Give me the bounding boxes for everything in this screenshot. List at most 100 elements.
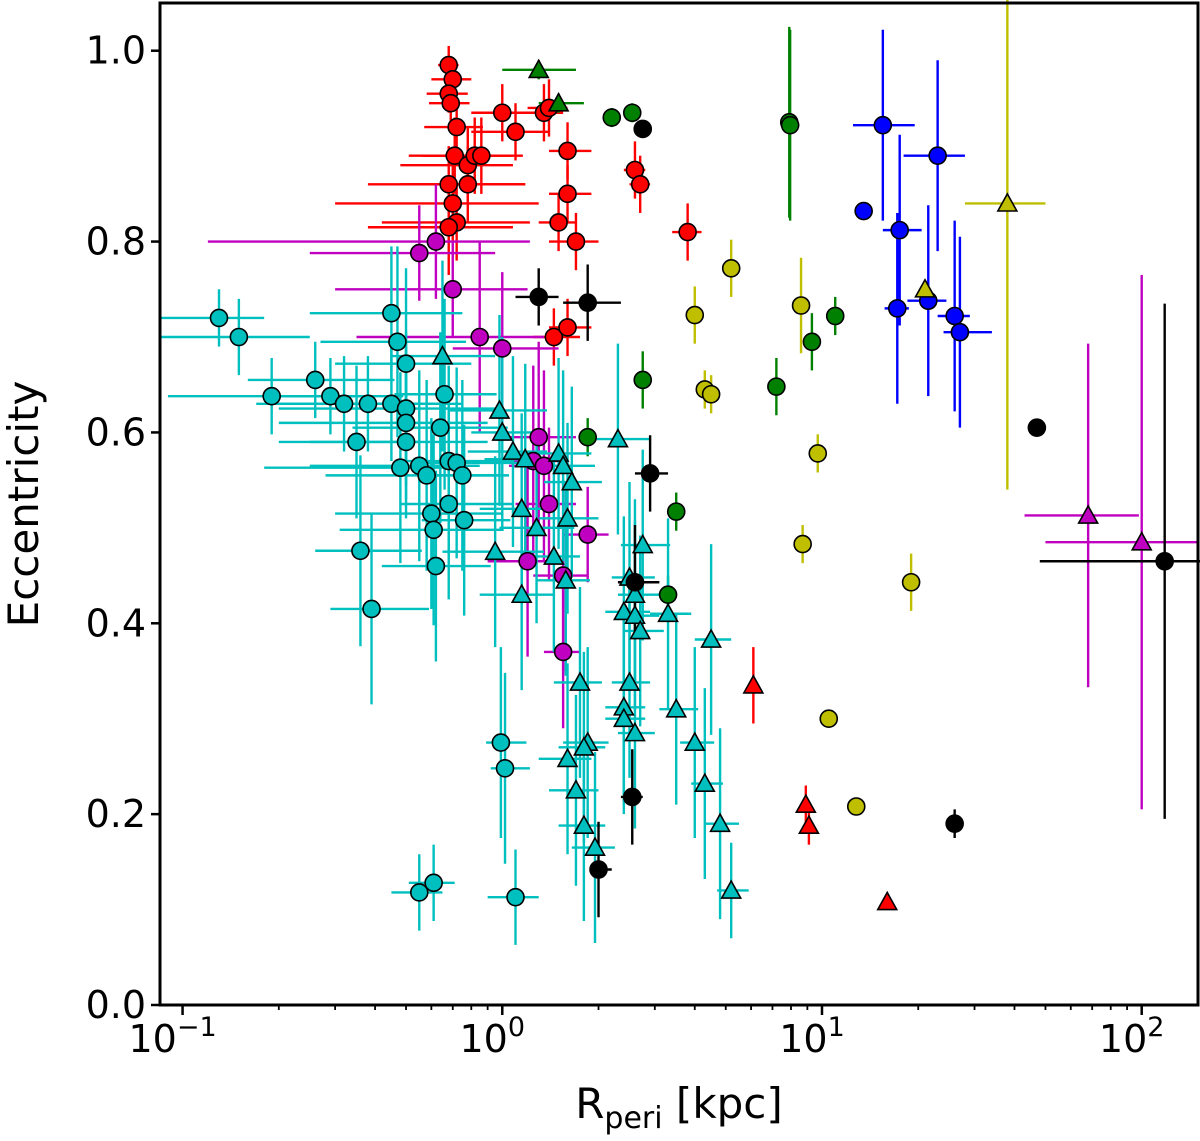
data-point-circle	[791, 296, 811, 315]
data-point-triangle	[584, 836, 606, 856]
data-point-triangle	[510, 497, 533, 518]
data-point-triangle	[510, 583, 533, 604]
data-point-circle	[558, 318, 577, 337]
data-point-circle	[439, 217, 459, 237]
data-point-triangle	[1077, 504, 1100, 524]
data-point-circle	[431, 418, 450, 437]
y-tick-label: 0.8	[86, 220, 146, 264]
x-tick-label: 101	[779, 1012, 845, 1061]
data-point-circle	[529, 287, 549, 307]
data-point-circle	[553, 642, 573, 662]
data-point-circle	[566, 232, 586, 251]
data-point-triangle	[914, 278, 936, 298]
data-point-triangle	[573, 736, 595, 756]
data-point-circle	[396, 413, 416, 433]
data-point-triangle	[996, 192, 1019, 212]
data-point-circle	[793, 534, 812, 554]
data-point-circle	[854, 201, 873, 221]
data-point-circle	[382, 303, 401, 323]
x-tick-label: 10−1	[128, 1012, 216, 1061]
data-point-circle	[1155, 551, 1174, 571]
data-point-triangle	[665, 698, 688, 718]
data-point-circle	[633, 119, 653, 139]
x-tick-label: 102	[1099, 1012, 1165, 1061]
data-point-circle	[529, 427, 549, 447]
data-point-circle	[443, 194, 463, 213]
data-point-circle	[454, 510, 474, 530]
data-point-circle	[305, 370, 325, 390]
x-axis-label: Rperi [kpc]	[575, 1079, 783, 1136]
data-point-circle	[887, 299, 907, 318]
data-point-circle	[417, 466, 436, 485]
data-point-triangle	[618, 671, 641, 691]
data-point-triangle	[631, 533, 654, 554]
data-point-triangle	[543, 545, 565, 565]
data-point-circle	[388, 332, 407, 352]
data-point-circle	[802, 332, 822, 352]
data-point-triangle	[547, 92, 570, 112]
data-point-circle	[622, 787, 642, 807]
data-point-triangle	[554, 569, 577, 589]
data-point-triangle	[876, 890, 899, 911]
data-point-circle	[780, 115, 800, 135]
data-point-circle	[945, 306, 964, 326]
y-tick-label: 0.0	[86, 983, 146, 1027]
data-point-circle	[945, 814, 964, 833]
y-axis-label: Eccentricity	[0, 381, 48, 628]
data-point-circle	[622, 103, 642, 123]
data-point-circle	[518, 551, 537, 571]
data-point-circle	[441, 93, 461, 113]
data-point-circle	[602, 108, 622, 127]
data-point-circle	[492, 339, 512, 358]
data-point-circle	[678, 222, 697, 242]
data-point-triangle	[657, 602, 679, 623]
data-point-triangle	[573, 814, 595, 834]
y-tick-label: 0.4	[86, 601, 146, 645]
data-point-triangle	[612, 600, 635, 621]
data-point-circle	[209, 308, 229, 328]
data-point-circle	[362, 599, 381, 619]
data-point-triangle	[525, 516, 548, 537]
data-point-triangle	[488, 399, 511, 419]
data-point-triangle	[624, 604, 646, 625]
data-point-circle	[539, 494, 559, 514]
data-point-triangle	[742, 674, 765, 694]
data-point-triangle	[629, 619, 652, 640]
data-point-circle	[701, 384, 721, 404]
data-point-circle	[229, 327, 249, 347]
data-point-circle	[472, 146, 491, 165]
data-point-circle	[351, 541, 370, 561]
data-point-circle	[439, 175, 459, 194]
data-point-circle	[1027, 418, 1047, 437]
data-point-triangle	[491, 421, 514, 441]
data-points	[209, 55, 1174, 911]
data-point-circle	[633, 370, 653, 390]
y-tick-label: 1.0	[86, 29, 146, 73]
data-point-triangle	[552, 454, 574, 475]
data-point-circle	[409, 243, 429, 263]
data-point-circle	[358, 394, 378, 414]
data-point-triangle	[565, 779, 587, 799]
data-point-circle	[435, 384, 454, 404]
plot-frame	[158, 1, 1200, 1007]
data-point-circle	[506, 887, 525, 907]
data-point-circle	[544, 327, 564, 347]
data-point-circle	[549, 213, 568, 232]
data-point-triangle	[607, 427, 629, 448]
data-point-triangle	[569, 671, 591, 691]
data-point-circle	[578, 525, 597, 544]
data-marks	[160, 0, 1200, 945]
data-point-triangle	[612, 707, 635, 728]
data-point-triangle	[693, 772, 716, 793]
data-point-triangle	[709, 812, 731, 833]
data-point-triangle	[624, 583, 646, 604]
data-point-circle	[470, 327, 490, 347]
data-point-circle	[445, 146, 465, 165]
data-point-triangle	[794, 793, 817, 814]
data-point-circle	[640, 464, 660, 483]
data-point-circle	[443, 279, 463, 299]
data-point-circle	[391, 458, 410, 478]
y-tick-label: 0.2	[86, 792, 146, 836]
